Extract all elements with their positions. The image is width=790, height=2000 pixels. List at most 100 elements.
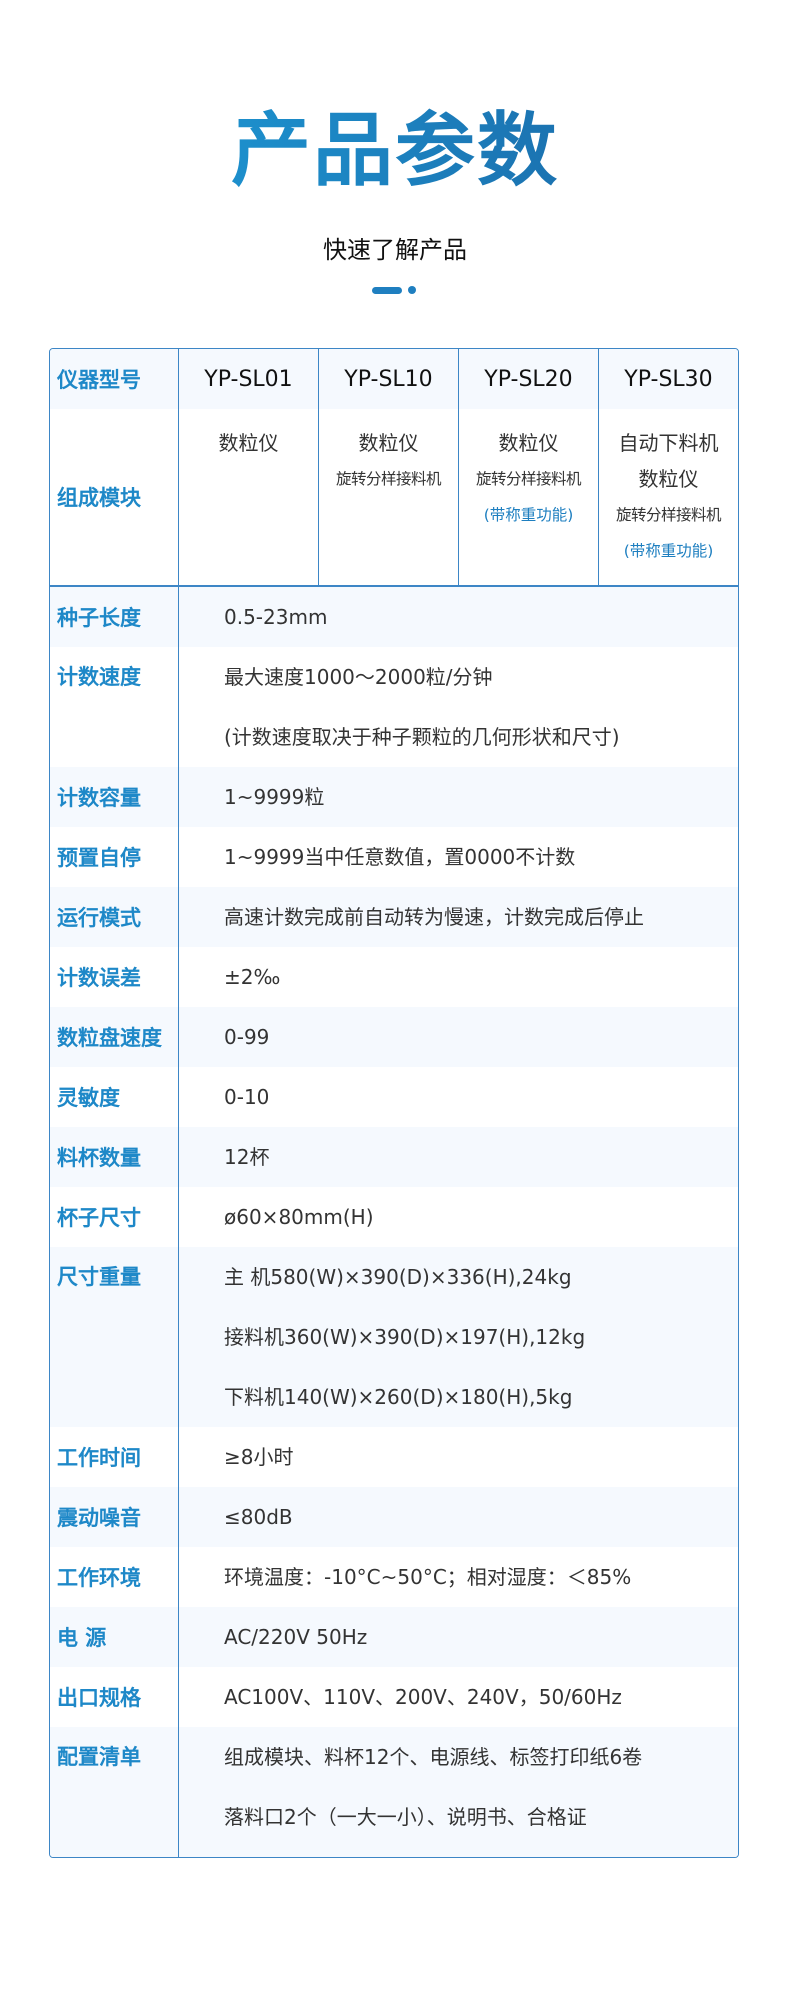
spec-value-line: AC100V、110V、200V、240V，50/60Hz: [224, 1685, 622, 1709]
spec-value-line: ±2‰: [224, 965, 281, 989]
spec-row: 杯子尺寸 ø60×80mm(H): [50, 1187, 738, 1247]
spec-value-line: 1~9999粒: [224, 785, 325, 809]
spec-label: 计数误差: [50, 947, 179, 1007]
spec-label: 计数速度: [50, 647, 179, 767]
spec-value: AC/220V 50Hz: [179, 1607, 738, 1667]
spec-value-line: 12杯: [224, 1145, 270, 1169]
spec-value: ≥8小时: [179, 1427, 738, 1487]
composition-cell: 数粒仪旋转分样接料机 (带称重功能): [459, 409, 599, 585]
spec-value-line: 落料口2个（一大一小）、说明书、合格证: [224, 1805, 587, 1829]
spec-label: 料杯数量: [50, 1127, 179, 1187]
composition-label: 组成模块: [50, 409, 179, 585]
spec-label: 工作环境: [50, 1547, 179, 1607]
spec-row: 电 源 AC/220V 50Hz: [50, 1607, 738, 1667]
spec-row: 尺寸重量 主 机580(W)×390(D)×336(H),24kg 接料机360(W…: [50, 1247, 738, 1427]
spec-value: 1~9999当中任意数值，置0000不计数: [179, 827, 738, 887]
spec-row: 数粒盘速度 0-99: [50, 1007, 738, 1067]
page-subtitle: 快速了解产品: [323, 236, 467, 264]
composition-cell: 数粒仪: [179, 409, 319, 585]
model-row: 仪器型号 YP-SL01 YP-SL10 YP-SL20 YP-SL30: [50, 349, 738, 409]
spec-label: 数粒盘速度: [50, 1007, 179, 1067]
model-label: 仪器型号: [50, 349, 179, 409]
spec-value-line: 1~9999当中任意数值，置0000不计数: [224, 845, 576, 869]
spec-value: 1~9999粒: [179, 767, 738, 827]
spec-value-line: ≥8小时: [224, 1445, 294, 1469]
spec-value-line: 高速计数完成前自动转为慢速，计数完成后停止: [224, 905, 644, 929]
spec-value: 环境温度：-10°C~50°C；相对湿度：＜85%: [179, 1547, 738, 1607]
composition-cell: 自动下料机数粒仪旋转分样接料机 (带称重功能): [599, 409, 738, 585]
spec-value-line: 组成模块、料杯12个、电源线、标签打印纸6卷: [224, 1745, 643, 1769]
spec-value: 0.5-23mm: [179, 587, 738, 647]
spec-value-line: AC/220V 50Hz: [224, 1625, 368, 1649]
spec-row: 计数速度 最大速度1000〜2000粒/分钟 (计数速度取决于种子颗粒的几何形状和尺…: [50, 647, 738, 767]
spec-label: 配置清单: [50, 1727, 179, 1857]
spec-value: 12杯: [179, 1127, 738, 1187]
spec-label: 电 源: [50, 1607, 179, 1667]
composition-row: 组成模块 数粒仪 数粒仪 旋转分样接料机 数粒仪 旋转分样接料机 (带称重功能) 自动…: [50, 409, 738, 587]
spec-label: 尺寸重量: [50, 1247, 179, 1427]
spec-row: 灵敏度 0-10: [50, 1067, 738, 1127]
composition-item: 数粒仪: [358, 431, 419, 455]
spec-row: 工作环境 环境温度：-10°C~50°C；相对湿度：＜85%: [50, 1547, 738, 1607]
composition-item: 数粒仪: [218, 431, 279, 455]
spec-value-line: 下料机140(W)×260(D)×180(H),5kg: [224, 1385, 573, 1409]
spec-label: 杯子尺寸: [50, 1187, 179, 1247]
spec-value: 高速计数完成前自动转为慢速，计数完成后停止: [179, 887, 738, 947]
spec-label: 灵敏度: [50, 1067, 179, 1127]
spec-value-line: (计数速度取决于种子颗粒的几何形状和尺寸): [224, 725, 620, 749]
spec-row: 配置清单 组成模块、料杯12个、电源线、标签打印纸6卷 落料口2个（一大一小）、说明…: [50, 1727, 738, 1857]
spec-value-line: 主 机580(W)×390(D)×336(H),24kg: [224, 1265, 572, 1289]
spec-value: ø60×80mm(H): [179, 1187, 738, 1247]
composition-item: 数粒仪: [498, 431, 559, 455]
page-title: 产品参数: [0, 100, 790, 200]
spec-label: 震动噪音: [50, 1487, 179, 1547]
spec-label: 计数容量: [50, 767, 179, 827]
spec-value-line: 环境温度：-10°C~50°C；相对湿度：＜85%: [224, 1565, 632, 1589]
spec-value-line: ≤80dB: [224, 1505, 293, 1529]
spec-value-line: 0-10: [224, 1085, 270, 1109]
spec-row: 种子长度 0.5-23mm: [50, 587, 738, 647]
spec-row: 工作时间 ≥8小时: [50, 1427, 738, 1487]
spec-row: 料杯数量 12杯: [50, 1127, 738, 1187]
composition-item: 数粒仪: [638, 467, 699, 491]
spec-row: 出口规格 AC100V、110V、200V、240V，50/60Hz: [50, 1667, 738, 1727]
composition-item: 自动下料机: [618, 431, 719, 455]
model-cell: YP-SL01: [179, 349, 319, 409]
spec-value: 组成模块、料杯12个、电源线、标签打印纸6卷 落料口2个（一大一小）、说明书、合格…: [179, 1727, 738, 1857]
spec-value: ≤80dB: [179, 1487, 738, 1547]
model-cell: YP-SL30: [624, 366, 713, 392]
spec-value-line: 最大速度1000〜2000粒/分钟: [224, 665, 493, 689]
spec-value-line: ø60×80mm(H): [224, 1205, 374, 1229]
spec-value-line: 0.5-23mm: [224, 605, 328, 629]
spec-row: 震动噪音 ≤80dB: [50, 1487, 738, 1547]
divider-decoration: [372, 286, 416, 294]
composition-item: (带称重功能): [483, 506, 574, 524]
spec-label: 运行模式: [50, 887, 179, 947]
model-cell: YP-SL10: [319, 349, 459, 409]
spec-value-line: 0-99: [224, 1025, 270, 1049]
composition-item: 旋转分样接料机: [335, 470, 442, 488]
composition-item: 旋转分样接料机: [475, 470, 582, 488]
spec-label: 出口规格: [50, 1667, 179, 1727]
spec-table: 仪器型号 YP-SL01 YP-SL10 YP-SL20 YP-SL30 组成模…: [49, 348, 739, 1858]
spec-label: 种子长度: [50, 587, 179, 647]
divider-bar: [372, 286, 402, 294]
composition-item: (带称重功能): [623, 542, 714, 560]
spec-row: 运行模式 高速计数完成前自动转为慢速，计数完成后停止: [50, 887, 738, 947]
model-cell: YP-SL20: [459, 349, 599, 409]
composition-cell: 数粒仪旋转分样接料机: [319, 409, 459, 585]
spec-value: 0-99: [179, 1007, 738, 1067]
spec-row: 计数容量 1~9999粒: [50, 767, 738, 827]
spec-value: 主 机580(W)×390(D)×336(H),24kg 接料机360(W)×39…: [179, 1247, 738, 1427]
spec-value: 0-10: [179, 1067, 738, 1127]
spec-row: 计数误差 ±2‰: [50, 947, 738, 1007]
spec-label: 工作时间: [50, 1427, 179, 1487]
spec-value: 最大速度1000〜2000粒/分钟 (计数速度取决于种子颗粒的几何形状和尺寸): [179, 647, 738, 767]
divider-dot: [408, 286, 416, 294]
spec-value: AC100V、110V、200V、240V，50/60Hz: [179, 1667, 738, 1727]
spec-rows: 种子长度 0.5-23mm 计数速度 最大速度1000〜2000粒/分钟 (计数速度取决…: [50, 587, 738, 1857]
spec-label: 预置自停: [50, 827, 179, 887]
composition-item: 旋转分样接料机: [615, 506, 722, 524]
spec-value: ±2‰: [179, 947, 738, 1007]
spec-row: 预置自停 1~9999当中任意数值，置0000不计数: [50, 827, 738, 887]
